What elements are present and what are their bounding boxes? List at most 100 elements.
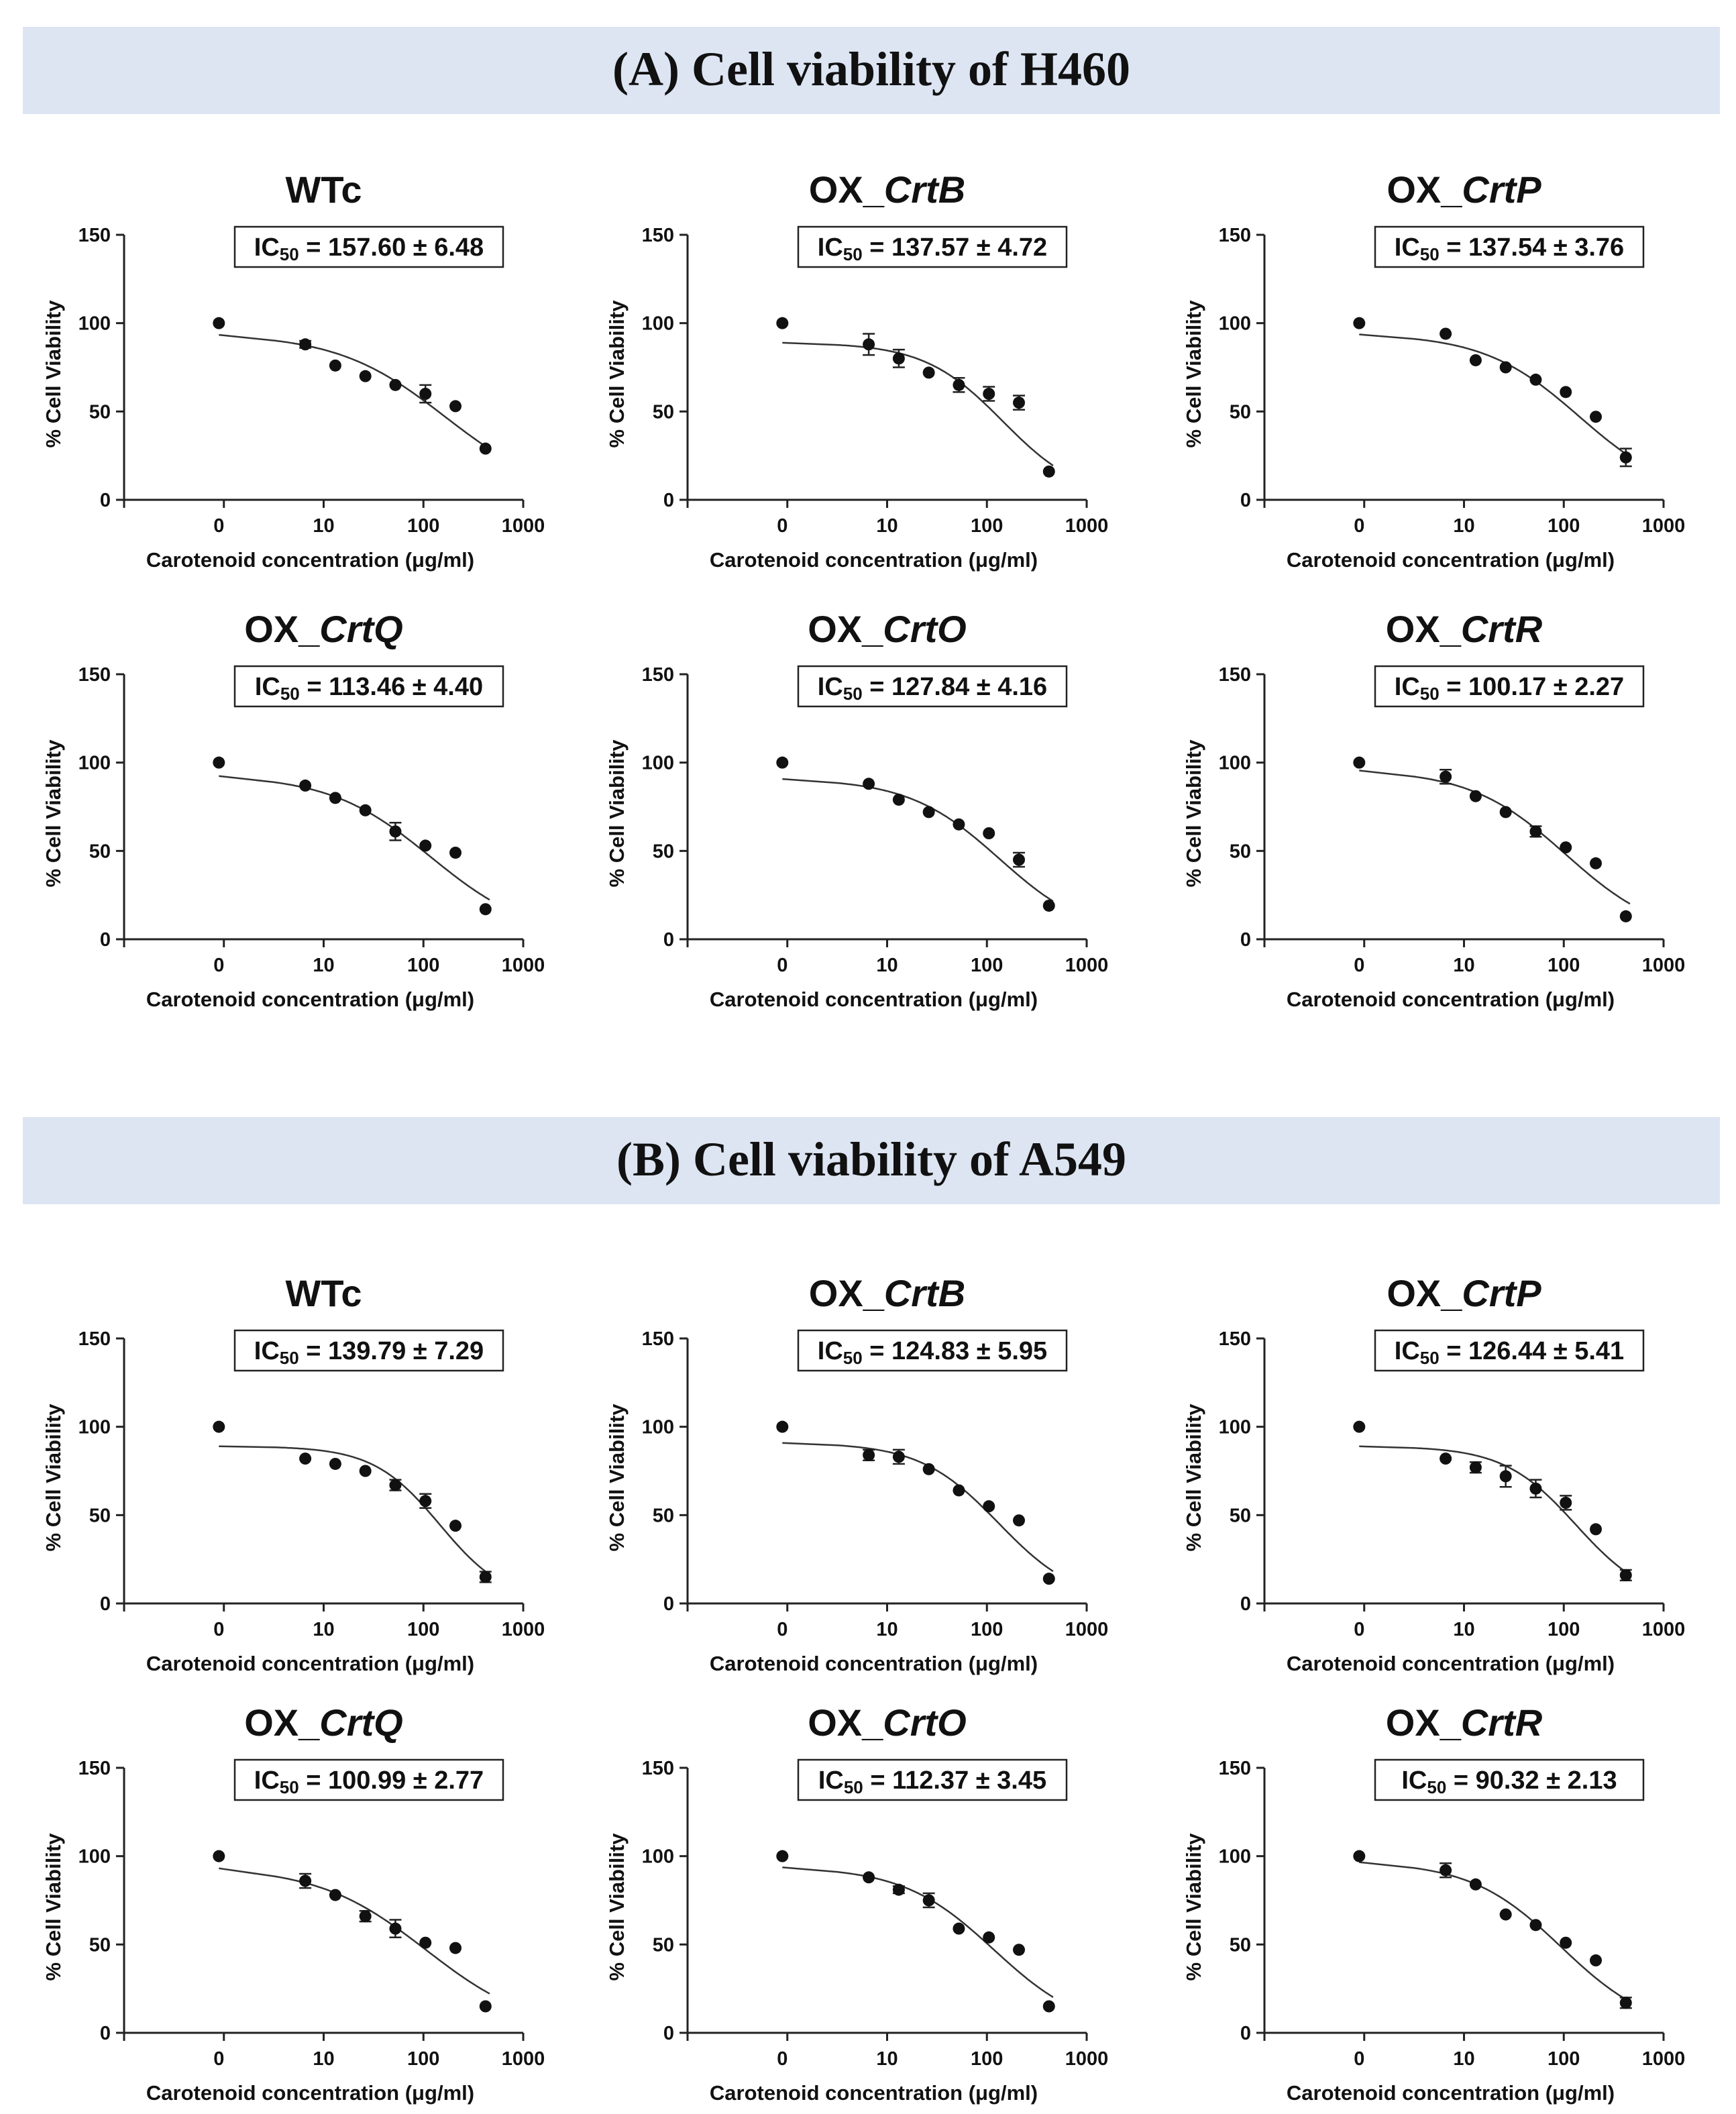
data-point xyxy=(419,1936,432,1949)
x-tick-label: 0 xyxy=(213,515,224,537)
chart-title-main: OX_ xyxy=(808,608,883,650)
fit-curve xyxy=(782,1442,1054,1573)
chart-title-main: OX_ xyxy=(1387,1272,1462,1314)
y-tick-label: 50 xyxy=(653,1934,674,1956)
y-tick-label: 100 xyxy=(78,1417,111,1438)
chart-title-gene: CrtB xyxy=(884,1272,965,1314)
x-tick-label: 1000 xyxy=(1065,1619,1109,1640)
ic50-value: = 126.44 ± 5.41 xyxy=(1440,1337,1624,1365)
data-point xyxy=(1619,1997,1632,2009)
x-tick-label: 100 xyxy=(1548,1619,1580,1640)
data-point xyxy=(1529,825,1542,838)
ic50-text: IC50 = 112.37 ± 3.45 xyxy=(818,1766,1046,1797)
y-tick-label: 100 xyxy=(642,1417,674,1438)
data-point xyxy=(892,793,905,806)
ic50-subscript: 50 xyxy=(844,1777,863,1797)
chart-panel-B-WTc: WTc IC50 = 139.79 ± 7.29 0 50 100 150 0 10 100 10… xyxy=(27,1272,563,1684)
chart-title-gene: CrtR xyxy=(1461,608,1543,650)
y-tick-label: 0 xyxy=(100,490,111,511)
x-tick-label: 0 xyxy=(1354,955,1364,976)
x-tick-label: 100 xyxy=(407,1619,439,1640)
data-point xyxy=(1619,910,1632,922)
fit-curve xyxy=(1359,333,1631,458)
x-tick-label: 1000 xyxy=(1642,2048,1686,2070)
ic50-box xyxy=(233,225,504,268)
chart-panel-A-CrtB: OX_CrtB IC50 = 137.57 ± 4.72 0 50 100 150 0 10 1… xyxy=(590,168,1127,580)
data-point xyxy=(863,338,875,351)
ic50-value: = 112.37 ± 3.45 xyxy=(863,1766,1046,1795)
y-tick-label: 100 xyxy=(1219,1417,1251,1438)
data-point xyxy=(213,1850,225,1862)
y-axis-label: % Cell Viability xyxy=(1182,1404,1205,1552)
chart-title-main: OX_ xyxy=(1387,168,1462,211)
data-point xyxy=(922,1894,935,1907)
x-tick-label: 10 xyxy=(876,515,898,537)
chart-panel-B-CrtP: OX_CrtP IC50 = 126.44 ± 5.41 0 50 100 150 0 10 1… xyxy=(1167,1272,1704,1684)
data-point xyxy=(1353,1850,1366,1862)
x-tick-label: 10 xyxy=(313,955,334,976)
ic50-subscript: 50 xyxy=(843,1348,863,1368)
data-point xyxy=(1013,853,1026,866)
data-point xyxy=(449,1942,462,1954)
y-tick-label: 0 xyxy=(1240,1593,1251,1615)
ic50-text: IC50 = 137.54 ± 3.76 xyxy=(1395,233,1624,264)
x-tick-label: 100 xyxy=(407,955,439,976)
data-point xyxy=(1013,1514,1026,1527)
ic50-value: = 90.32 ± 2.13 xyxy=(1446,1766,1617,1795)
chart-panel-B-CrtB: OX_CrtB IC50 = 124.83 ± 5.95 0 50 100 150 0 10 1… xyxy=(590,1272,1127,1684)
data-point xyxy=(359,1465,372,1477)
data-point xyxy=(922,1463,935,1475)
data-point xyxy=(359,370,372,382)
ic50-subscript: 50 xyxy=(280,684,300,704)
x-tick-label: 1000 xyxy=(502,955,545,976)
data-point xyxy=(449,846,462,859)
ic50-value: = 137.54 ± 3.76 xyxy=(1440,233,1624,262)
chart-title-main: OX_ xyxy=(1386,1701,1462,1744)
y-tick-label: 150 xyxy=(78,1328,111,1350)
chart-panel-A-CrtR: OX_CrtR IC50 = 100.17 ± 2.27 0 50 100 150 0 10 1… xyxy=(1167,608,1704,1020)
data-point xyxy=(389,378,402,391)
y-tick-label: 150 xyxy=(642,1758,674,1779)
y-tick-label: 150 xyxy=(642,664,674,686)
ic50-box xyxy=(1374,225,1645,268)
y-tick-label: 100 xyxy=(78,1846,111,1868)
data-point xyxy=(1590,857,1603,869)
fit-curve xyxy=(219,1445,490,1575)
ic50-text: IC50 = 113.46 ± 4.40 xyxy=(255,673,483,704)
x-tick-label: 100 xyxy=(407,2048,439,2070)
data-point xyxy=(1499,806,1512,818)
chart-title-main: OX_ xyxy=(1386,608,1462,650)
x-tick-label: 0 xyxy=(777,1619,788,1640)
data-point xyxy=(1619,1569,1632,1581)
data-point xyxy=(1042,899,1055,912)
ic50-label: IC xyxy=(818,233,843,262)
chart-title: OX_CrtB xyxy=(809,168,965,211)
y-tick-label: 100 xyxy=(78,753,111,774)
chart-title-gene: CrtQ xyxy=(319,608,402,650)
y-tick-label: 150 xyxy=(1219,225,1251,246)
chart-title: OX_CrtP xyxy=(1387,168,1541,211)
chart-title-main: WTc xyxy=(285,1272,362,1314)
y-tick-label: 0 xyxy=(100,1593,111,1615)
ic50-label: IC xyxy=(254,1337,280,1365)
x-tick-label: 0 xyxy=(777,955,788,976)
data-point xyxy=(479,2000,492,2013)
data-point xyxy=(1042,465,1055,478)
x-tick-label: 0 xyxy=(213,955,224,976)
data-point xyxy=(449,400,462,413)
chart-title-main: OX_ xyxy=(244,1701,320,1744)
y-tick-label: 50 xyxy=(653,1505,674,1526)
ic50-label: IC xyxy=(818,1766,844,1795)
ic50-label: IC xyxy=(818,673,843,701)
x-tick-label: 10 xyxy=(1453,2048,1474,2070)
ic50-value: = 157.60 ± 6.48 xyxy=(299,233,484,262)
x-axis-label: Carotenoid concentration (μg/ml) xyxy=(146,988,474,1011)
x-tick-label: 1000 xyxy=(502,1619,545,1640)
ic50-text: IC50 = 126.44 ± 5.41 xyxy=(1395,1337,1624,1368)
fit-curve xyxy=(782,1866,1054,1998)
data-point xyxy=(1560,1496,1572,1509)
ic50-text: IC50 = 157.60 ± 6.48 xyxy=(254,233,484,264)
x-axis-label: Carotenoid concentration (μg/ml) xyxy=(1287,2081,1615,2105)
